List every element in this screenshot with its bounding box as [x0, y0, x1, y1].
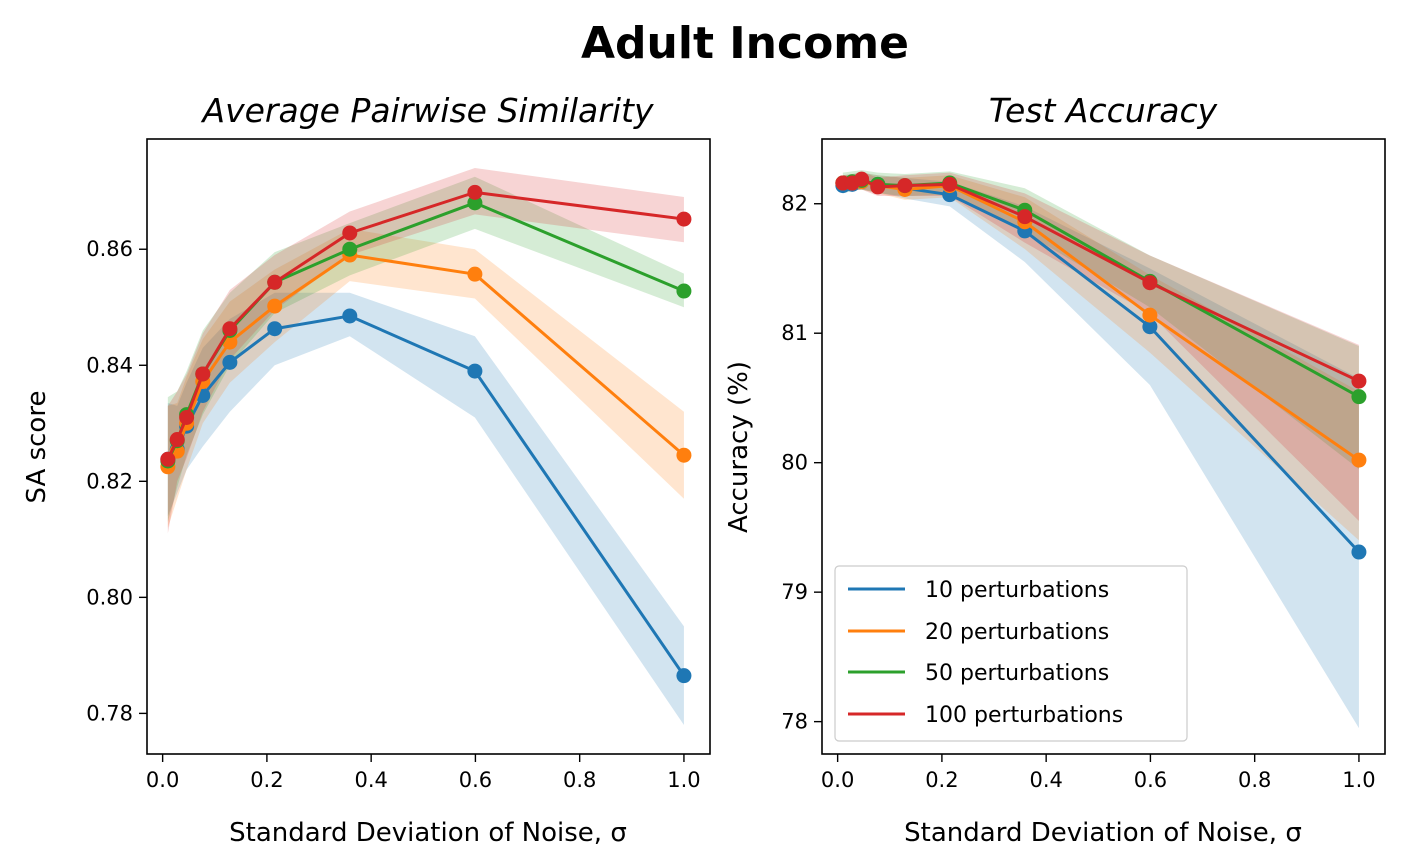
accuracy-band-20 [842, 172, 1359, 541]
accuracy-x-tick-label-4: 0.8 [1238, 768, 1271, 792]
legend-label-100: 100 perturbations [925, 703, 1123, 728]
similarity-point-10-4 [222, 354, 238, 370]
similarity-x-tick-label-4: 0.8 [563, 768, 596, 792]
similarity-point-100-5 [267, 274, 283, 290]
similarity-plot-frame [146, 138, 711, 755]
accuracy-x-tick-label-1: 0.2 [925, 768, 958, 792]
figure-title: Adult Income [581, 18, 909, 69]
similarity-point-10-8 [676, 668, 692, 684]
similarity-x-tick-label-3: 0.6 [459, 768, 492, 792]
accuracy-point-10-7 [1142, 319, 1158, 335]
similarity-panel-title: Average Pairwise Similarity [201, 91, 654, 130]
similarity-x-tick-label-2: 0.4 [354, 768, 387, 792]
similarity-point-100-8 [676, 211, 692, 227]
legend-label-10: 10 perturbations [925, 578, 1109, 603]
similarity-point-100-1 [169, 432, 185, 448]
accuracy-plot-frame [821, 138, 1386, 755]
similarity-band-50 [167, 176, 684, 522]
accuracy-band-50 [842, 170, 1359, 470]
similarity-point-50-8 [676, 283, 692, 299]
similarity-band-100 [167, 168, 684, 534]
similarity-ticks: 0.0 0.2 0.4 0.6 0.8 1.0 0.78 0.80 0.82 0.84 0.86 [86, 237, 700, 792]
accuracy-x-axis-label: Standard Deviation of Noise, σ [904, 818, 1302, 848]
accuracy-x-tick-label-3: 0.6 [1134, 768, 1167, 792]
accuracy-point-100-4 [897, 178, 913, 194]
similarity-point-100-6 [342, 225, 358, 241]
similarity-point-10-7 [467, 363, 483, 379]
similarity-point-100-4 [222, 321, 238, 337]
accuracy-y-tick-label-2: 80 [781, 451, 808, 475]
similarity-x-tick-label-5: 1.0 [667, 768, 700, 792]
similarity-point-100-3 [195, 366, 211, 382]
accuracy-y-tick-label-4: 82 [781, 192, 808, 216]
similarity-y-axis-label: SA score [22, 391, 52, 504]
accuracy-point-100-8 [1351, 373, 1367, 389]
accuracy-point-20-8 [1351, 452, 1367, 468]
legend: 10 perturbations 20 perturbations 50 per… [834, 565, 1188, 742]
accuracy-band-100 [842, 171, 1359, 521]
similarity-panel: Average Pairwise Similarity 0.0 0.2 0.4 0.6… [22, 91, 711, 848]
legend-frame [834, 565, 1188, 742]
similarity-lines [160, 184, 692, 684]
accuracy-point-100-7 [1142, 275, 1158, 291]
similarity-point-100-2 [179, 409, 195, 425]
accuracy-point-100-2 [854, 171, 870, 187]
similarity-point-20-8 [676, 447, 692, 463]
accuracy-panel-title: Test Accuracy [989, 91, 1218, 130]
similarity-point-10-6 [342, 308, 358, 324]
accuracy-y-tick-label-1: 79 [781, 580, 808, 604]
accuracy-point-100-3 [870, 179, 886, 195]
similarity-band-20 [167, 228, 684, 528]
accuracy-point-50-8 [1351, 389, 1367, 405]
similarity-point-20-7 [467, 266, 483, 282]
accuracy-x-tick-label-0: 0.0 [821, 768, 854, 792]
similarity-band-10 [167, 292, 684, 725]
accuracy-lines [835, 171, 1367, 560]
similarity-bands [167, 168, 684, 725]
similarity-point-100-7 [467, 184, 483, 200]
accuracy-panel: Test Accuracy 0.0 0.2 0.4 0.6 0.8 1.0 78 79 80 81… [724, 91, 1386, 848]
similarity-point-50-6 [342, 241, 358, 257]
similarity-point-10-5 [267, 321, 283, 337]
similarity-point-100-0 [160, 451, 176, 467]
accuracy-y-tick-label-0: 78 [781, 710, 808, 734]
accuracy-y-axis-label: Accuracy (%) [724, 361, 754, 533]
similarity-y-tick-label-4: 0.86 [86, 237, 133, 261]
accuracy-y-tick-label-3: 81 [781, 321, 808, 345]
similarity-y-tick-label-3: 0.84 [86, 353, 133, 377]
accuracy-ticks: 0.0 0.2 0.4 0.6 0.8 1.0 78 79 80 81 82 [781, 192, 1375, 792]
similarity-x-tick-label-0: 0.0 [146, 768, 179, 792]
similarity-y-tick-label-2: 0.82 [86, 469, 133, 493]
similarity-y-tick-label-0: 0.78 [86, 701, 133, 725]
accuracy-point-20-7 [1142, 307, 1158, 323]
accuracy-bands [842, 170, 1359, 729]
similarity-x-tick-label-1: 0.2 [250, 768, 283, 792]
accuracy-point-100-5 [942, 176, 958, 192]
accuracy-point-10-8 [1351, 544, 1367, 560]
similarity-y-tick-label-1: 0.80 [86, 585, 133, 609]
legend-label-20: 20 perturbations [925, 620, 1109, 645]
similarity-point-20-5 [267, 298, 283, 314]
accuracy-band-10 [842, 172, 1359, 729]
legend-label-50: 50 perturbations [925, 661, 1109, 686]
accuracy-point-100-6 [1017, 209, 1033, 225]
accuracy-x-tick-label-5: 1.0 [1342, 768, 1375, 792]
accuracy-x-tick-label-2: 0.4 [1029, 768, 1062, 792]
similarity-x-axis-label: Standard Deviation of Noise, σ [229, 818, 627, 848]
similarity-point-50-7 [467, 195, 483, 211]
